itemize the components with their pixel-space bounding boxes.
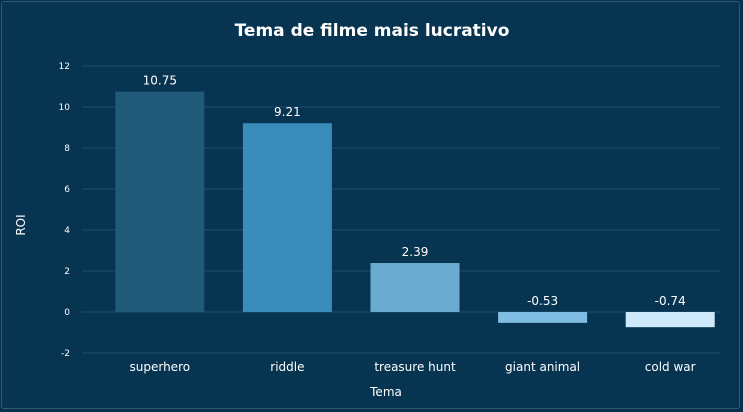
bars — [115, 91, 715, 328]
y-tick-label: -2 — [61, 349, 70, 359]
data-label: -0.74 — [655, 294, 686, 308]
data-labels: 10.75 9.21 2.39 -0.53 -0.74 — [143, 74, 686, 308]
x-tick-label: giant animal — [505, 360, 580, 374]
data-label: 9.21 — [274, 105, 301, 119]
y-tick-label: 4 — [64, 226, 70, 236]
x-tick-label: treasure hunt — [374, 360, 456, 374]
x-tick-label: cold war — [645, 360, 696, 374]
y-tick-label: 6 — [64, 185, 70, 195]
y-tick-label: 10 — [59, 103, 71, 113]
bar[interactable] — [242, 123, 332, 312]
bar[interactable] — [625, 312, 715, 328]
data-label: 10.75 — [143, 74, 177, 88]
chart-title: Tema de filme mais lucrativo — [235, 21, 510, 41]
y-tick-label: 0 — [64, 308, 70, 318]
data-label: 2.39 — [402, 245, 429, 259]
x-tick-label: superhero — [130, 360, 191, 374]
y-tick-label: 8 — [64, 144, 70, 154]
x-tick-label: riddle — [270, 360, 304, 374]
y-tick-label: 2 — [64, 267, 70, 277]
bar[interactable] — [370, 263, 460, 312]
x-axis-categories: superhero riddle treasure hunt giant animal… — [130, 360, 696, 374]
y-axis-ticks: -2 0 2 4 6 8 10 12 — [59, 62, 71, 359]
bar[interactable] — [115, 91, 205, 312]
data-label: -0.53 — [527, 294, 558, 308]
x-axis-title: Tema — [369, 385, 402, 399]
bar[interactable] — [498, 312, 588, 323]
y-tick-label: 12 — [59, 62, 70, 72]
y-axis-title: ROI — [14, 214, 28, 235]
